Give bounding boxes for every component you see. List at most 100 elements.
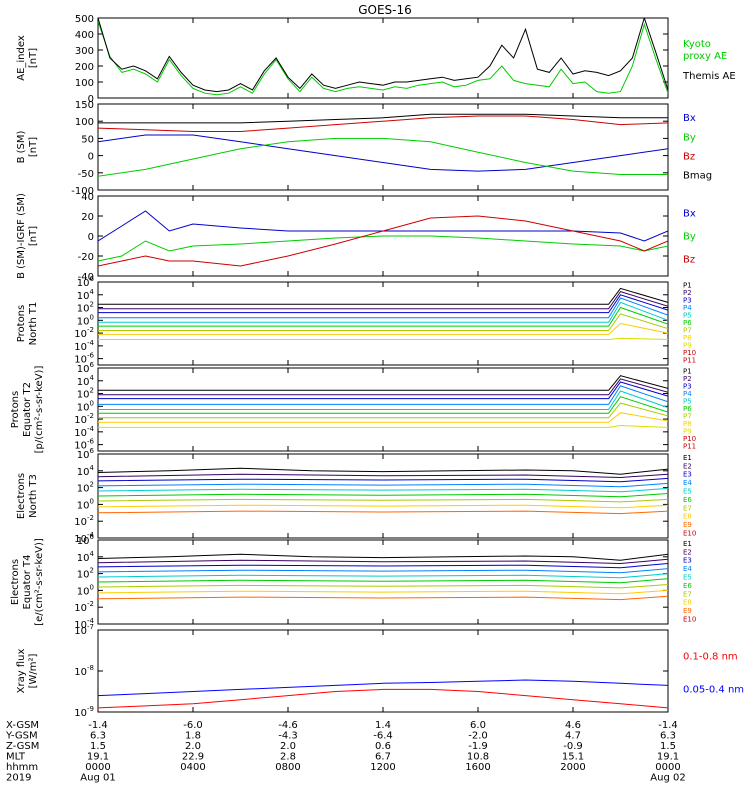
series-p6 bbox=[98, 306, 668, 327]
legend-e4: E4 bbox=[683, 565, 692, 573]
legend-p8: P8 bbox=[683, 334, 692, 342]
y-tick-label: 106 bbox=[77, 533, 95, 547]
y-axis-label: AE_index[nT] bbox=[16, 35, 39, 81]
y-tick-label: 10-9 bbox=[74, 705, 94, 719]
series-e6 bbox=[98, 578, 668, 584]
y-tick-label: 150 bbox=[75, 100, 94, 111]
series-bz bbox=[98, 115, 668, 132]
footer-value: 2000 bbox=[560, 762, 585, 773]
legend-bx: Bx bbox=[683, 209, 696, 220]
series-group bbox=[98, 287, 668, 340]
series-e5 bbox=[98, 487, 668, 493]
footer-value: -2.0 bbox=[468, 731, 488, 742]
footer-value: 19.1 bbox=[657, 752, 679, 763]
footer-value: -1.4 bbox=[88, 720, 108, 731]
series-0-05-0-4-nm bbox=[98, 679, 668, 697]
legend-p5: P5 bbox=[683, 311, 692, 319]
footer-value: 4.6 bbox=[565, 720, 581, 731]
series-e6 bbox=[98, 493, 668, 498]
panel-frame bbox=[97, 103, 669, 191]
legend-p9: P9 bbox=[683, 428, 692, 436]
legend-p4: P4 bbox=[683, 390, 692, 398]
series-group bbox=[98, 553, 668, 601]
series-p7 bbox=[98, 313, 668, 331]
y-tick-label: 200 bbox=[75, 62, 94, 73]
footer-value: -1.9 bbox=[468, 741, 488, 752]
panel-1: 500 400 300 200 100 0 AE_index[nT] Kyoto proxy A… bbox=[16, 14, 736, 105]
legend-e7: E7 bbox=[683, 590, 692, 598]
series-group bbox=[98, 113, 668, 177]
footer-row-label: MLT bbox=[6, 752, 26, 763]
legend-e1: E1 bbox=[683, 454, 692, 462]
series-kyoto-proxy-ae bbox=[98, 21, 668, 96]
y-axis-label: ProtonsEquator T2[p/(cm²-s-sr-keV)] bbox=[10, 366, 45, 454]
legend-e5: E5 bbox=[683, 487, 692, 495]
footer-value: 10.8 bbox=[467, 752, 489, 763]
y-tick-label: 100 bbox=[77, 497, 94, 511]
y-axis-label: ElectronsNorth T3 bbox=[16, 473, 39, 519]
series-p4 bbox=[98, 297, 668, 319]
legend-e8: E8 bbox=[683, 599, 692, 607]
series-p2 bbox=[98, 291, 668, 310]
series-e8 bbox=[98, 589, 668, 595]
legend-p3: P3 bbox=[683, 382, 692, 390]
y-tick-label: 100 bbox=[77, 583, 94, 597]
series-e2 bbox=[98, 558, 668, 565]
footer-value: 0000 bbox=[85, 762, 110, 773]
y-tick-label: 0 bbox=[88, 232, 94, 243]
series-p5 bbox=[98, 301, 668, 323]
legend-p7: P7 bbox=[683, 327, 692, 335]
series-e7 bbox=[98, 498, 668, 503]
series-p8 bbox=[98, 322, 668, 335]
legend-p8: P8 bbox=[683, 420, 692, 428]
ephemeris-footer: X-GSM -1.4 -6.0 -4.6 1.4 6.0 4.6 -1.4Y-GSM 6.3 1.… bbox=[5, 720, 686, 784]
series-bx bbox=[98, 134, 668, 172]
series-bx bbox=[98, 210, 668, 242]
legend-p7: P7 bbox=[683, 413, 692, 421]
series-p6 bbox=[98, 396, 668, 414]
y-tick-label: -40 bbox=[78, 272, 94, 283]
legend-e10: E10 bbox=[683, 615, 696, 623]
footer-value: 1.4 bbox=[375, 720, 391, 731]
series-p3 bbox=[98, 381, 668, 400]
panel-2: 150 100 50 0 -50 -100 B (SM)[nT] Bx By Bz Bmag bbox=[16, 100, 712, 197]
series-e9 bbox=[98, 595, 668, 601]
legend-themis-ae: Themis AE bbox=[682, 71, 736, 82]
series-by bbox=[98, 235, 668, 262]
y-tick-label: 0 bbox=[88, 94, 94, 105]
series-p5 bbox=[98, 390, 668, 410]
series-group bbox=[98, 467, 668, 515]
series-e1 bbox=[98, 467, 668, 475]
footer-row-label: hhmm bbox=[6, 762, 38, 773]
footer-value: 6.3 bbox=[90, 731, 106, 742]
y-tick-label: 10-2 bbox=[74, 514, 94, 528]
y-tick-label: 10-2 bbox=[74, 600, 94, 614]
legend-p11: P11 bbox=[683, 443, 696, 451]
legend-p10: P10 bbox=[683, 435, 696, 443]
series-e9 bbox=[98, 510, 668, 515]
footer-row-label: 2019 bbox=[6, 773, 31, 784]
footer-value: 0800 bbox=[275, 762, 300, 773]
series-p1 bbox=[98, 287, 668, 305]
panel-3: 40 20 0 -20 -40 B (SM)-IGRF (SM)[nT] Bx By Bz bbox=[16, 192, 696, 283]
legend-e3: E3 bbox=[683, 471, 692, 479]
y-tick-label: 20 bbox=[81, 212, 94, 223]
footer-row-label: X-GSM bbox=[6, 720, 39, 731]
legend-p2: P2 bbox=[683, 289, 692, 297]
series-by bbox=[98, 137, 668, 177]
y-tick-label: 10-8 bbox=[74, 664, 94, 678]
footer-value: 2.0 bbox=[280, 741, 296, 752]
legend-p5: P5 bbox=[683, 397, 692, 405]
footer-value: 6.7 bbox=[375, 752, 391, 763]
y-tick-label: 102 bbox=[77, 481, 94, 495]
footer-value: -6.4 bbox=[373, 731, 393, 742]
series-e8 bbox=[98, 504, 668, 509]
footer-value: 1.5 bbox=[90, 741, 106, 752]
panel-frame bbox=[97, 17, 669, 99]
legend-e9: E9 bbox=[683, 521, 692, 529]
panel-frame bbox=[97, 281, 669, 366]
